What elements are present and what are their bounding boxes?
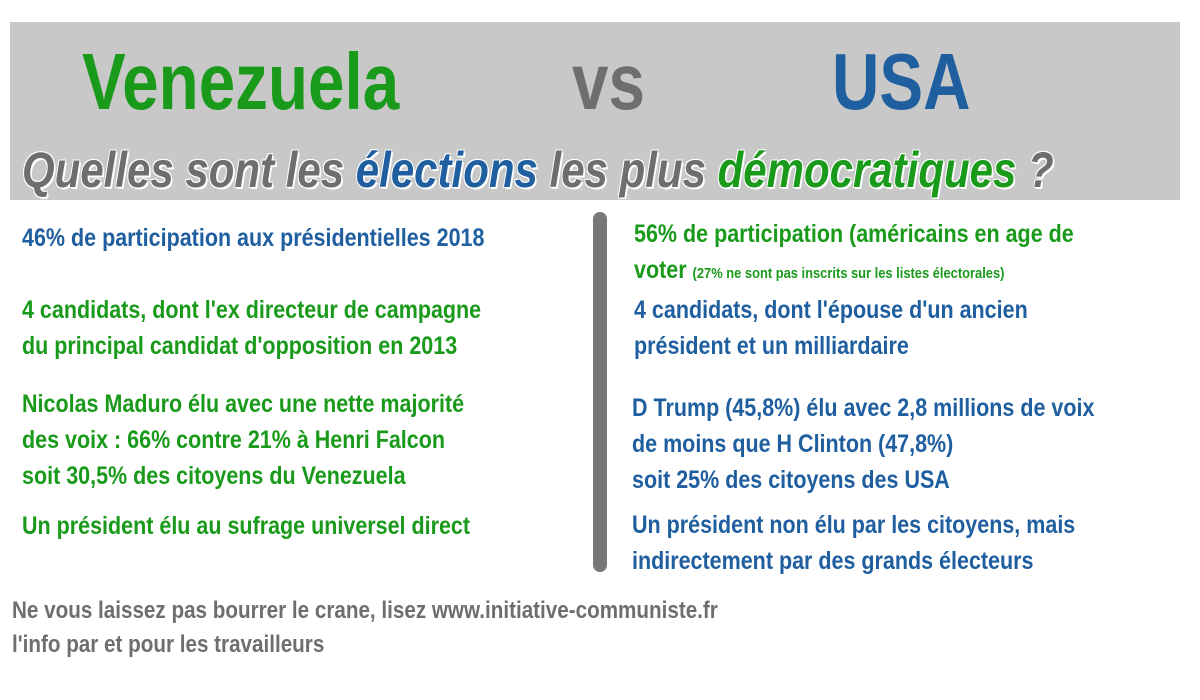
left-item: Nicolas Maduro élu avec une nette majori… — [22, 386, 464, 494]
text-line: soit 25% des citoyens des USA — [632, 466, 950, 494]
question-part: Quelles sont les — [22, 142, 356, 198]
text-line: président et un milliardaire — [634, 332, 909, 360]
text-line: du principal candidat d'opposition en 20… — [22, 332, 458, 360]
text-line: 46% de participation aux présidentielles… — [22, 224, 485, 252]
divider — [593, 212, 607, 572]
question-part: les plus — [537, 142, 718, 198]
text-line: Nicolas Maduro élu avec une nette majori… — [22, 390, 465, 418]
text-line: 4 candidats, dont l'ex directeur de camp… — [22, 296, 482, 324]
footer: Ne vous laissez pas bourrer le crane, li… — [12, 594, 718, 662]
text-line: 4 candidats, dont l'épouse d'un ancien — [634, 296, 1028, 324]
header-band — [10, 22, 1180, 200]
left-item: 4 candidats, dont l'ex directeur de camp… — [22, 292, 481, 364]
right-item: D Trump (45,8%) élu avec 2,8 millions de… — [632, 390, 1094, 498]
footer-line: l'info par et pour les travailleurs — [12, 631, 325, 658]
text-line: indirectement par des grands électeurs — [632, 547, 1034, 575]
text-line: Un président non élu par les citoyens, m… — [632, 511, 1076, 539]
right-item: 4 candidats, dont l'épouse d'un ancien pr… — [634, 292, 1028, 364]
note: (27% ne sont pas inscrits sur les listes… — [692, 265, 1005, 282]
question-part: démocratiques — [717, 142, 1017, 198]
title-left: Venezuela — [82, 37, 400, 126]
title-vs: vs — [572, 37, 645, 126]
question-part: élections — [355, 142, 538, 198]
text-line: voter — [634, 256, 687, 284]
question: Quelles sont les élections les plus démo… — [22, 140, 1054, 200]
left-item: Un président élu au sufrage universel di… — [22, 508, 470, 544]
text-line: des voix : 66% contre 21% à Henri Falcon — [22, 426, 445, 454]
text-line: Un président élu au sufrage universel di… — [22, 512, 471, 540]
right-item: Un président non élu par les citoyens, m… — [632, 507, 1075, 579]
footer-line: Ne vous laissez pas bourrer le crane, li… — [12, 597, 718, 624]
title-right: USA — [832, 37, 971, 126]
text-line: de moins que H Clinton (47,8%) — [632, 430, 954, 458]
text-line: soit 30,5% des citoyens du Venezuela — [22, 462, 406, 490]
right-item: 56% de participation (américains en age … — [634, 216, 1074, 292]
text-line: 56% de participation (américains en age … — [634, 220, 1074, 248]
left-item: 46% de participation aux présidentielles… — [22, 220, 484, 256]
question-part: ? — [1016, 142, 1054, 198]
text-line: D Trump (45,8%) élu avec 2,8 millions de… — [632, 394, 1095, 422]
